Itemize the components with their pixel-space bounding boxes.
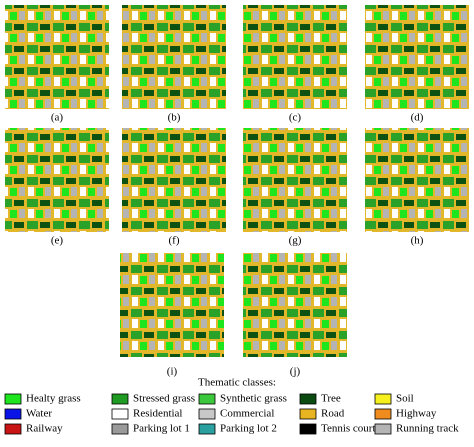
panel-caption: (c): [289, 112, 302, 124]
panel-caption: (e): [51, 235, 64, 247]
classification-map: [243, 5, 347, 109]
classification-map: [365, 5, 469, 109]
legend-swatch: [374, 408, 392, 420]
legend-swatch: [374, 423, 392, 435]
legend-swatch: [4, 423, 22, 435]
classification-map: [243, 253, 347, 357]
panel-caption: (d): [411, 112, 424, 124]
legend-label: Commercial: [220, 408, 274, 420]
legend-swatch: [4, 408, 22, 420]
legend-label: Parking lot 1: [133, 423, 190, 435]
legend-label: Tennis court: [321, 423, 376, 435]
legend-swatch: [299, 408, 317, 420]
legend-swatch: [299, 423, 317, 435]
classification-map: [243, 128, 347, 232]
legend-label: Stressed grass: [133, 393, 195, 405]
panel-caption: (f): [169, 235, 180, 247]
legend-label: Road: [321, 408, 345, 420]
classification-map: [365, 128, 469, 232]
legend-swatch: [198, 408, 216, 420]
panel-caption: (h): [411, 235, 424, 247]
classification-map: [122, 5, 226, 109]
legend-title: Thematic classes:: [198, 377, 276, 389]
legend-swatch: [374, 393, 392, 405]
classification-map: [122, 128, 226, 232]
legend-label: Residential: [133, 408, 183, 420]
legend-label: Synthetic grass: [220, 393, 287, 405]
legend-swatch: [111, 423, 129, 435]
panel-caption: (b): [168, 112, 181, 124]
legend-label: Highway: [396, 408, 437, 420]
classification-map: [120, 253, 224, 357]
legend-swatch: [4, 393, 22, 405]
legend-label: Railway: [26, 423, 63, 435]
classification-map: [5, 128, 109, 232]
legend-label: Soil: [396, 393, 414, 405]
legend-swatch: [198, 423, 216, 435]
legend-label: Healty grass: [26, 393, 81, 405]
panel-caption: (g): [289, 235, 302, 247]
panel-caption: (j): [290, 366, 301, 378]
legend-label: Water: [26, 408, 52, 420]
legend-label: Tree: [321, 393, 341, 405]
panel-caption: (i): [167, 366, 178, 378]
legend-swatch: [111, 408, 129, 420]
panel-caption: (a): [51, 112, 64, 124]
legend-label: Parking lot 2: [220, 423, 277, 435]
legend-swatch: [198, 393, 216, 405]
legend-label: Running track: [396, 423, 459, 435]
legend-swatch: [111, 393, 129, 405]
classification-map: [5, 5, 109, 109]
legend-swatch: [299, 393, 317, 405]
